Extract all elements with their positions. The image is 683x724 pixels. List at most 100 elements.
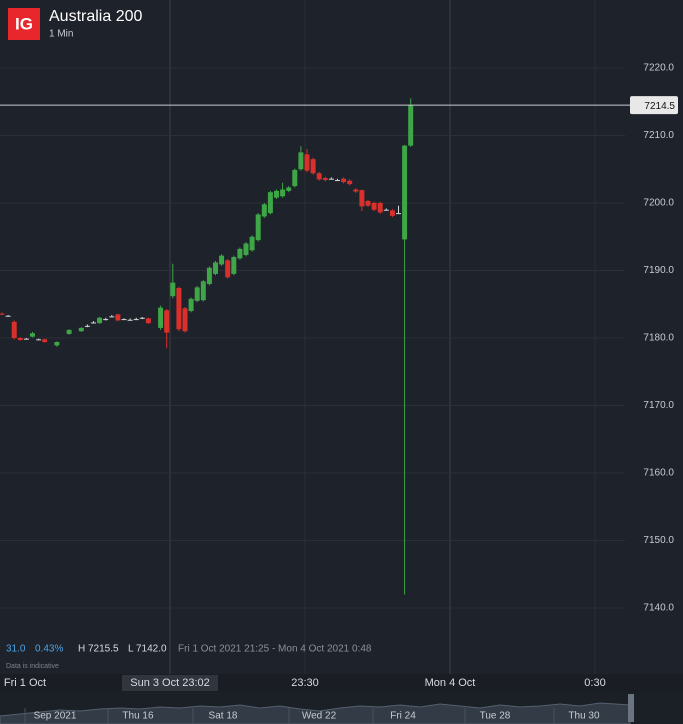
candle-body bbox=[170, 282, 176, 297]
candle-body bbox=[103, 319, 109, 321]
navigator-label: Tue 28 bbox=[480, 711, 511, 722]
candle-body bbox=[292, 169, 298, 187]
candle-body bbox=[139, 317, 145, 319]
candle-body bbox=[225, 260, 231, 278]
x-tick-label: 23:30 bbox=[291, 677, 319, 689]
candle-body bbox=[274, 190, 279, 198]
logo-text: IG bbox=[15, 14, 33, 33]
candle-body bbox=[182, 308, 188, 332]
candle-body bbox=[145, 318, 151, 324]
y-tick-label: 7150.0 bbox=[643, 535, 674, 546]
date-range: Fri 1 Oct 2021 21:25 - Mon 4 Oct 2021 0:… bbox=[178, 644, 372, 655]
logo[interactable] bbox=[8, 8, 40, 40]
candle-body bbox=[5, 315, 11, 317]
candle-body bbox=[17, 338, 23, 341]
navigator-handle[interactable] bbox=[628, 694, 634, 722]
candle-body bbox=[84, 325, 90, 327]
candle-body bbox=[328, 178, 334, 180]
candle-body bbox=[310, 159, 316, 174]
y-tick-label: 7160.0 bbox=[643, 468, 674, 479]
candle-body bbox=[194, 287, 200, 301]
candle-body bbox=[188, 298, 194, 311]
candle-body bbox=[322, 178, 328, 181]
candle-body bbox=[408, 105, 414, 146]
y-tick-label: 7220.0 bbox=[643, 63, 674, 74]
candle-body bbox=[365, 200, 371, 206]
navigator-label: Fri 24 bbox=[390, 711, 416, 722]
x-axis-band bbox=[0, 674, 683, 692]
candle-body bbox=[42, 339, 48, 343]
candle-body bbox=[54, 342, 60, 346]
x-tick-label: Mon 4 Oct bbox=[425, 677, 476, 689]
candle-body bbox=[164, 310, 170, 333]
candle-body bbox=[0, 313, 5, 315]
vertical-grid bbox=[169, 0, 596, 674]
candle-body bbox=[255, 214, 261, 241]
candle-body bbox=[30, 333, 35, 337]
y-tick-label: 7210.0 bbox=[643, 130, 674, 141]
x-tick-label: Sun 3 Oct 23:02 bbox=[130, 677, 210, 689]
y-tick-label: 7140.0 bbox=[643, 603, 674, 614]
candle-body bbox=[127, 319, 133, 321]
candle-body bbox=[347, 180, 353, 185]
candle-body bbox=[243, 243, 249, 255]
session-high: H 7215.5 bbox=[78, 644, 119, 655]
last-price-box bbox=[630, 96, 678, 115]
candle-body bbox=[298, 152, 304, 170]
last-price-label: 7214.5 bbox=[644, 101, 675, 112]
candle-body bbox=[359, 190, 365, 207]
candle-body bbox=[11, 321, 17, 338]
candle-body bbox=[389, 210, 395, 216]
candle-body bbox=[66, 329, 72, 334]
candle-body bbox=[335, 180, 340, 182]
candle-body bbox=[133, 319, 139, 321]
y-tick-label: 7170.0 bbox=[643, 400, 674, 411]
x-tick-label: 0:30 bbox=[584, 677, 605, 689]
candle-body bbox=[249, 236, 255, 251]
y-tick-label: 7180.0 bbox=[643, 333, 674, 344]
candle-body bbox=[200, 281, 206, 301]
navigator-label: Sep 2021 bbox=[34, 711, 77, 722]
candle-body bbox=[316, 173, 322, 180]
candle-body bbox=[237, 248, 243, 259]
crosshair-label-box bbox=[122, 675, 218, 691]
session-low: L 7142.0 bbox=[128, 644, 167, 655]
candle-body bbox=[219, 255, 225, 265]
candle-body bbox=[231, 257, 237, 274]
candle-body bbox=[97, 317, 103, 324]
candle-body bbox=[115, 314, 121, 321]
y-tick-label: 7190.0 bbox=[643, 265, 674, 276]
y-tick-label: 7200.0 bbox=[643, 198, 674, 209]
candle-body bbox=[206, 267, 212, 284]
candle-body bbox=[280, 189, 286, 197]
note: Data is indicative bbox=[6, 663, 59, 670]
navigator-label: Wed 22 bbox=[302, 711, 337, 722]
candle-body bbox=[304, 154, 310, 171]
navigator-label: Thu 30 bbox=[568, 711, 600, 722]
candle-body bbox=[36, 339, 42, 341]
candle-body bbox=[383, 209, 389, 211]
navigator-area bbox=[0, 702, 631, 724]
candle-body bbox=[267, 192, 273, 214]
candle-body bbox=[402, 145, 408, 240]
candle-body bbox=[353, 189, 359, 192]
candle-body bbox=[121, 319, 127, 321]
candle-body bbox=[396, 213, 401, 215]
candle-body bbox=[158, 307, 164, 328]
change-pct: 0.43% bbox=[35, 644, 63, 655]
candle-body bbox=[78, 327, 84, 332]
candle-body bbox=[176, 288, 182, 330]
candle-body bbox=[341, 178, 347, 183]
candle-body bbox=[261, 204, 267, 217]
change: 31.0 bbox=[6, 644, 26, 655]
navigator-label: Thu 16 bbox=[122, 711, 154, 722]
candle-body bbox=[23, 338, 29, 340]
candle-body bbox=[109, 316, 115, 318]
candles bbox=[0, 98, 414, 595]
candle-body bbox=[286, 187, 292, 191]
interval: 1 Min bbox=[49, 29, 73, 40]
chart-title: Australia 200 bbox=[49, 8, 142, 25]
